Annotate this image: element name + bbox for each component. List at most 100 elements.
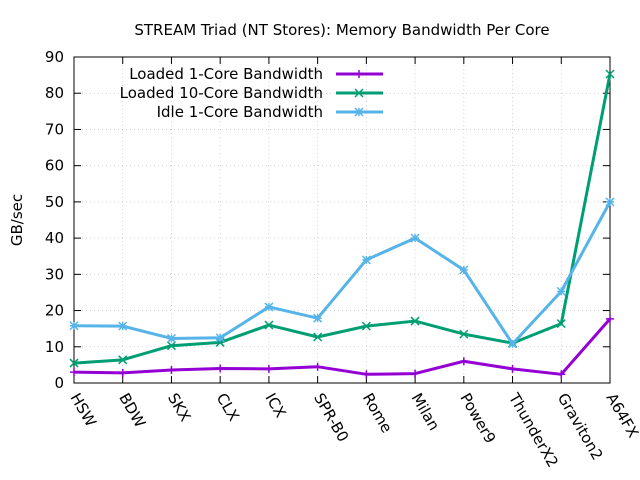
marker-stroke: [459, 265, 469, 275]
legend-label: Loaded 10-Core Bandwidth: [120, 84, 323, 102]
y-tick-label: 50: [45, 193, 64, 211]
marker-stroke: [69, 358, 79, 368]
y-tick-label: 80: [45, 84, 64, 102]
marker-stroke: [556, 286, 566, 296]
legend-marker: [354, 88, 364, 98]
marker-stroke: [166, 341, 176, 351]
marker-stroke: [411, 369, 420, 378]
y-tick-label: 70: [45, 120, 64, 138]
y-tick-label: 0: [54, 374, 64, 392]
series-group: [69, 69, 615, 379]
marker-stroke: [313, 362, 322, 371]
data-point: [410, 316, 420, 326]
data-point: [313, 313, 323, 323]
marker-stroke: [69, 321, 79, 331]
marker-stroke: [264, 320, 274, 330]
marker-stroke: [361, 321, 371, 331]
marker-stroke: [354, 107, 364, 117]
legend-marker: [355, 70, 363, 78]
legend-entry-2: Loaded 10-Core Bandwidth: [120, 84, 383, 102]
data-point: [361, 321, 371, 331]
legend-label: Idle 1-Core Bandwidth: [157, 103, 323, 121]
data-point: [411, 369, 420, 378]
data-point: [264, 364, 273, 373]
marker-stroke: [313, 313, 323, 323]
data-point: [556, 319, 566, 329]
data-point: [167, 365, 176, 374]
legend-label: Loaded 1-Core Bandwidth: [129, 65, 323, 83]
marker-stroke: [410, 316, 420, 326]
marker-stroke: [70, 368, 78, 377]
y-tick-label: 30: [45, 265, 64, 283]
marker-stroke: [605, 69, 615, 79]
marker-stroke: [410, 233, 420, 243]
data-point: [70, 368, 78, 377]
chart-title: STREAM Triad (NT Stores): Memory Bandwid…: [134, 21, 549, 39]
marker-stroke: [459, 357, 468, 366]
data-point: [118, 368, 127, 377]
series-2: [69, 69, 615, 368]
marker-stroke: [215, 333, 225, 343]
data-point: [459, 265, 469, 275]
y-tick-label: 20: [45, 302, 64, 320]
marker-stroke: [508, 339, 518, 349]
data-point: [605, 69, 615, 79]
marker-stroke: [362, 370, 371, 379]
marker-stroke: [216, 364, 225, 373]
data-point: [313, 332, 323, 342]
marker-stroke: [361, 255, 371, 265]
marker-stroke: [557, 370, 566, 379]
data-point: [215, 333, 225, 343]
marker-stroke: [118, 355, 128, 365]
data-point: [118, 355, 128, 365]
y-tick-label: 90: [45, 48, 64, 66]
data-point: [313, 362, 322, 371]
marker-stroke: [605, 197, 615, 207]
marker-stroke: [264, 302, 274, 312]
marker-stroke: [556, 319, 566, 329]
data-point: [606, 314, 614, 323]
data-point: [69, 358, 79, 368]
marker-stroke: [355, 70, 363, 78]
marker-stroke: [166, 333, 176, 343]
data-point: [264, 320, 274, 330]
data-point: [216, 364, 225, 373]
marker-stroke: [118, 368, 127, 377]
data-point: [508, 364, 517, 373]
data-point: [557, 370, 566, 379]
data-point: [362, 370, 371, 379]
data-point: [166, 333, 176, 343]
series-line: [73, 317, 612, 376]
series-line: [73, 73, 612, 365]
marker-stroke: [167, 365, 176, 374]
marker-stroke: [354, 88, 364, 98]
data-point: [459, 357, 468, 366]
marker-stroke: [264, 364, 273, 373]
series-1: [70, 314, 614, 379]
data-point: [118, 321, 128, 331]
legend-marker: [354, 107, 364, 117]
plot-border: [73, 56, 611, 384]
y-axis-label: GB/sec: [8, 194, 26, 246]
series-line: [73, 201, 612, 346]
y-tick-label: 10: [45, 338, 64, 356]
data-point: [459, 329, 469, 339]
data-point: [166, 341, 176, 351]
data-point: [605, 197, 615, 207]
marker-stroke: [459, 329, 469, 339]
data-point: [69, 321, 79, 331]
data-point: [508, 339, 518, 349]
marker-stroke: [118, 321, 128, 331]
marker-stroke: [508, 364, 517, 373]
legend-entry-3: Idle 1-Core Bandwidth: [157, 103, 383, 121]
data-point: [556, 286, 566, 296]
marker-stroke: [606, 314, 614, 323]
y-tick-label: 40: [45, 229, 64, 247]
data-point: [410, 233, 420, 243]
data-point: [264, 302, 274, 312]
y-tick-label: 60: [45, 157, 64, 175]
legend-entry-1: Loaded 1-Core Bandwidth: [129, 65, 383, 83]
